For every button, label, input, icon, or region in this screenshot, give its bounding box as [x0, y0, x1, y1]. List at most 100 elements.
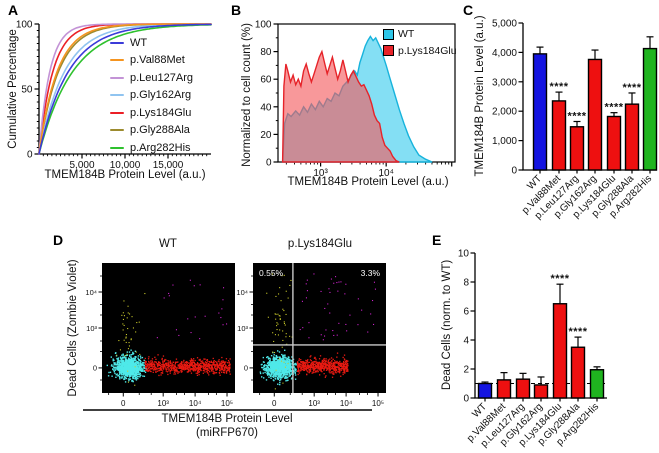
panel-e-label: E: [432, 232, 442, 248]
legend-entry: p.Leu127Arg: [110, 69, 193, 87]
panel-b-legend: WT p.Lys184Glu: [383, 26, 457, 59]
svg-text:10⁵: 10⁵: [372, 399, 384, 408]
bar-p.Val88Met: [551, 100, 567, 171]
panel-b-y-axis-title: Normalized to cell count (%): [241, 23, 253, 167]
svg-text:10³: 10³: [86, 324, 97, 333]
panel-d-label: D: [53, 232, 64, 248]
svg-text:6: 6: [463, 307, 469, 318]
svg-text:10: 10: [458, 249, 470, 260]
cluster-1: [144, 354, 231, 377]
significance-stars: ****: [568, 326, 587, 338]
panel-d-y-axis-title: Dead Cells (Zombie Violet): [67, 259, 79, 397]
a-curve-WT: [38, 23, 212, 155]
panel-a-legend: WT p.Val88Met p.Leu127Arg p.Gly162Arg p.Lys1…: [110, 34, 193, 157]
legend-entry: p.Gly288Ala: [110, 122, 193, 140]
significance-stars: ****: [549, 81, 568, 93]
svg-text:20: 20: [260, 130, 272, 141]
a-curve-p.Arg282His: [38, 24, 212, 155]
significance-stars: ****: [604, 102, 623, 114]
cluster-0: [106, 349, 148, 383]
legend-swatch: [383, 28, 394, 40]
panel-d: D WT p.Lys184Glu 0 10³ 10⁴ 10⁵ 0 10³ 10⁴ 0.55% 3…: [0, 225, 460, 453]
dot-plot-background: [253, 263, 386, 393]
panel-d-plots: 0 10³ 10⁴ 10⁵ 0 10³ 10⁴ 0.55% 3.3% 0 10³ 10⁴ 10⁵ 0 10³…: [83, 263, 386, 411]
b-histograms: [281, 35, 433, 163]
e-bars: WTp.Val88Metp.Leu127Argp.Gly162Arg****p.…: [465, 273, 605, 450]
cluster-1: [296, 352, 349, 378]
panel-d-x-axis-title-line2: (miRFP670): [196, 427, 258, 439]
legend-label: WT: [130, 36, 148, 49]
panel-a-plot: 0 50 100 5,000 10,000 15,000: [16, 20, 212, 171]
legend-label: p.Gly288Ala: [130, 124, 190, 137]
legend-label: WT: [398, 28, 415, 41]
panel-d-wt-title: WT: [159, 238, 177, 250]
bar-p.Gly162Arg: [533, 384, 549, 399]
legend-swatch: [110, 111, 124, 114]
d-plot-p.Lys184Glu: 0.55% 3.3%: [253, 263, 386, 393]
significance-stars: ****: [622, 82, 641, 94]
svg-text:1,000: 1,000: [492, 136, 517, 147]
legend-entry: p.Arg282His: [110, 139, 193, 157]
panel-e: E 0 2 4 6 8 10 WT p.Val88Met p.Leu127Arg p.Gly162…: [430, 225, 659, 453]
panel-c: C 0 1,000 2,000 3,000 4,000 5,000 WT **** p.Val8…: [460, 0, 659, 232]
bar-p.Leu127Arg: [569, 126, 585, 171]
svg-text:80: 80: [260, 47, 272, 58]
svg-text:0: 0: [266, 158, 272, 169]
bar-p.Lys184Glu: [606, 115, 622, 171]
cluster-0: [259, 349, 300, 386]
legend-entry: p.Lys184Glu: [383, 43, 457, 60]
cluster-3: [156, 279, 228, 340]
svg-text:50: 50: [21, 85, 33, 96]
cluster-2: [116, 293, 146, 386]
svg-text:10⁴: 10⁴: [85, 288, 97, 297]
panel-a: A 0 50 100 5,000 10,000 15,000 Cumulative Per…: [0, 0, 225, 195]
svg-text:100: 100: [16, 20, 33, 31]
bar-p.Arg282His: [589, 369, 605, 399]
svg-text:10⁴: 10⁴: [378, 168, 393, 179]
panel-b-plot: 0 20 40 60 80 100 10³ 10⁴: [255, 20, 456, 179]
legend-entry: p.Val88Met: [110, 52, 193, 70]
bar-WT: [477, 382, 493, 399]
svg-text:10³: 10³: [157, 399, 169, 408]
panel-c-label: C: [463, 2, 474, 18]
legend-label: p.Arg282His: [130, 141, 191, 154]
panel-a-y-axis-title: Cumulative Percentage: [7, 29, 19, 149]
bar-p.Leu127Arg: [515, 378, 531, 399]
legend-entry: WT: [383, 26, 457, 43]
panel-b: B 0 20 40 60 80 100 10³ 10⁴ Normalized to cell …: [225, 0, 460, 195]
cluster-3: [299, 273, 376, 341]
panel-e-y-axis-title: Dead Cells (norm. to WT): [441, 259, 453, 391]
svg-text:4: 4: [463, 336, 469, 347]
b-hist-p.Lys184Glu: [281, 49, 400, 163]
legend-label: p.Lys184Glu: [398, 44, 457, 57]
panel-a-label: A: [8, 2, 19, 18]
panel-b-label: B: [231, 2, 242, 18]
d-axis-1: 0 10³ 10⁴ 10⁵ 0 10³ 10⁴: [236, 275, 384, 408]
panel-c-plot: 0 1,000 2,000 3,000 4,000 5,000WT****p.Val88M…: [492, 19, 658, 222]
bar-p.Val88Met: [496, 379, 512, 399]
svg-text:2: 2: [463, 365, 469, 376]
a-curve-p.Val88Met: [38, 23, 212, 155]
panel-d-mutant-title: p.Lys184Glu: [287, 238, 353, 250]
svg-text:10⁴: 10⁴: [236, 288, 248, 297]
c-bars: WT****p.Val88Met****p.Leu127Argp.Gly162A…: [520, 36, 658, 222]
legend-entry: WT: [110, 34, 193, 52]
quadrant-percent-top-right: 3.3%: [361, 268, 381, 278]
svg-text:10⁴: 10⁴: [340, 399, 353, 408]
legend-label: p.Lys184Glu: [130, 106, 192, 119]
svg-text:5,000: 5,000: [69, 160, 94, 171]
svg-text:5,000: 5,000: [492, 19, 517, 30]
legend-swatch: [383, 45, 394, 57]
svg-text:0: 0: [463, 394, 469, 405]
legend-entry: p.Lys184Glu: [110, 104, 193, 122]
svg-text:8: 8: [463, 278, 469, 289]
panel-b-x-axis-title: TMEM184B Protein Level (a.u.): [287, 176, 449, 188]
legend-label: p.Leu127Arg: [130, 71, 193, 84]
svg-text:40: 40: [260, 102, 272, 113]
legend-swatch: [110, 59, 124, 62]
bar-p.Gly288Ala: [624, 103, 640, 171]
bar-p.Gly162Arg: [587, 58, 603, 171]
panel-a-x-axis-title: TMEM184B Protein Level (a.u.): [44, 169, 206, 181]
svg-text:0: 0: [93, 364, 97, 373]
